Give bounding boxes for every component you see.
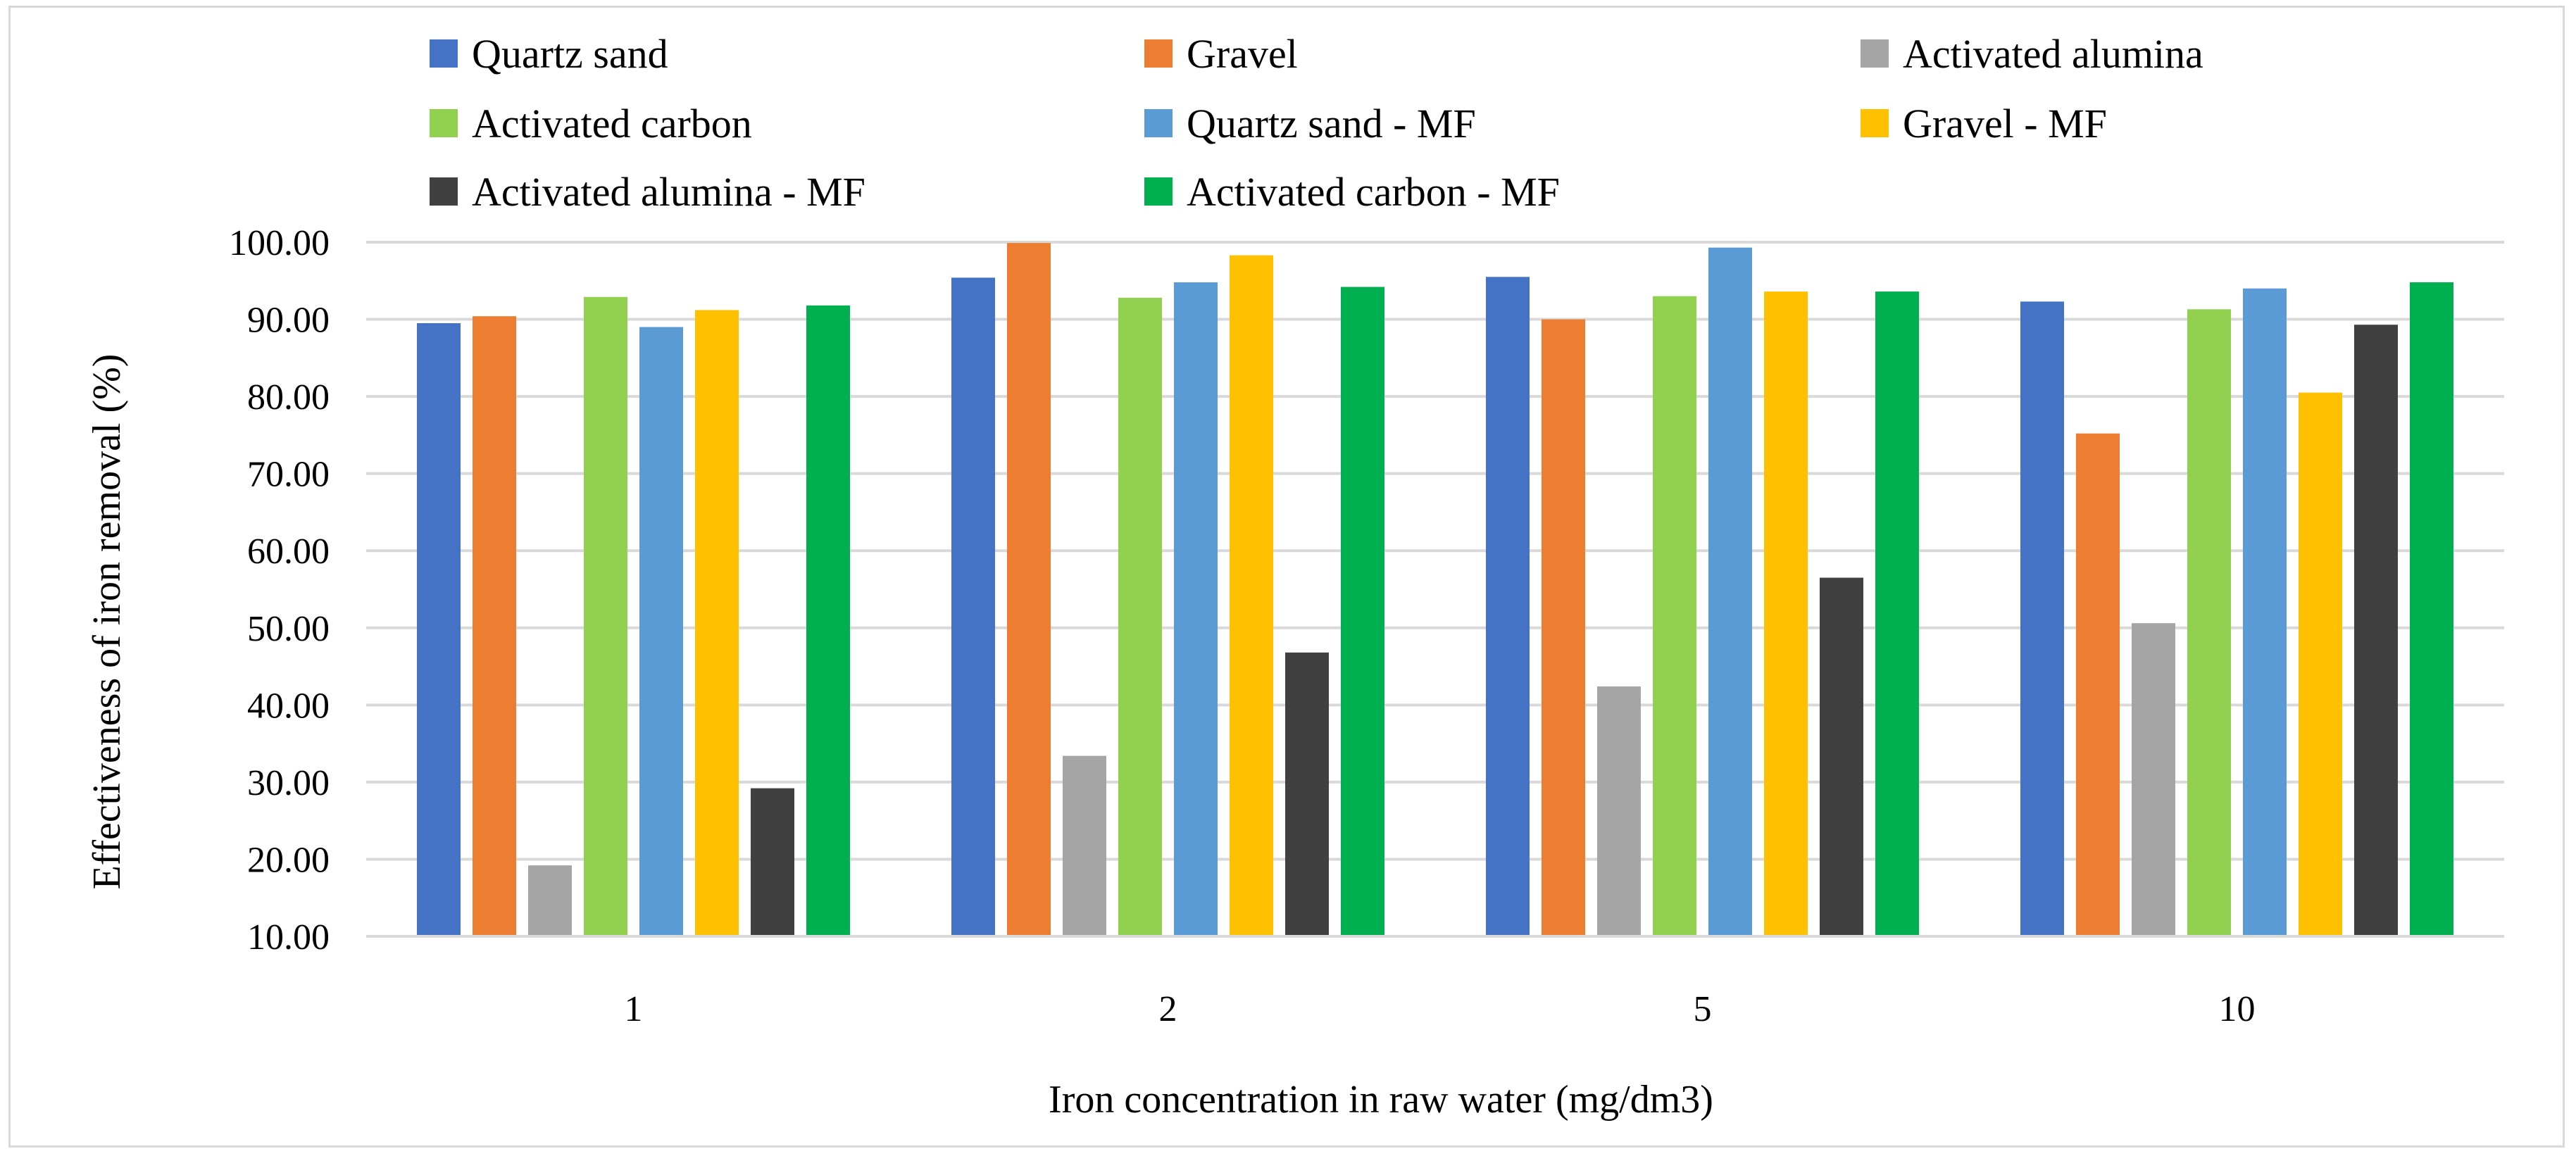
legend-item-activated-carbon-mf: Activated carbon - MF xyxy=(1144,169,1560,215)
legend-item-activated-alumina: Activated alumina xyxy=(1861,31,2203,77)
y-tick-label: 10.00 xyxy=(247,917,330,957)
bar-activated-alumina-10 xyxy=(2132,623,2175,936)
legend-swatch xyxy=(1861,39,1889,68)
legend-label: Gravel xyxy=(1187,31,1298,77)
legend-swatch xyxy=(430,109,458,137)
bar-gravel-mf-2 xyxy=(1230,255,1273,936)
y-axis-title: Effectiveness of iron removal (%) xyxy=(85,354,129,890)
legend-swatch xyxy=(1144,39,1173,68)
gridlines xyxy=(366,241,2504,861)
bar-activated-alumina-2 xyxy=(1063,755,1106,936)
y-tick-label: 50.00 xyxy=(247,609,330,649)
bar-activated-carbon-mf-2 xyxy=(1341,287,1384,936)
bar-activated-carbon-10 xyxy=(2187,309,2231,936)
bar-activated-alumina-mf-1 xyxy=(751,788,794,936)
legend-label: Activated carbon xyxy=(472,101,752,146)
bar-gravel-10 xyxy=(2076,433,2120,936)
bar-activated-carbon-1 xyxy=(584,296,627,937)
legend-item-quartz-sand-mf: Quartz sand - MF xyxy=(1144,101,1476,146)
legend-label: Activated alumina xyxy=(1903,31,2203,77)
bar-quartz-sand-10 xyxy=(2020,301,2064,936)
bar-gravel-1 xyxy=(473,316,516,936)
legend-item-activated-alumina-mf: Activated alumina - MF xyxy=(430,169,865,215)
bar-activated-carbon-mf-10 xyxy=(2410,282,2453,937)
x-axis-ticks: 1 2 5 10 xyxy=(625,989,2256,1029)
legend: Quartz sand Gravel Activated alumina Activa… xyxy=(430,31,2203,215)
bar-quartz-sand-mf-10 xyxy=(2243,288,2287,936)
legend-swatch xyxy=(1861,109,1889,137)
legend-item-gravel: Gravel xyxy=(1144,31,1298,77)
bar-activated-alumina-mf-10 xyxy=(2354,325,2398,936)
bar-quartz-sand-1 xyxy=(417,323,461,936)
bar-quartz-sand-mf-5 xyxy=(1708,247,1752,936)
bar-activated-alumina-mf-5 xyxy=(1820,577,1863,936)
y-tick-label: 70.00 xyxy=(247,455,330,495)
x-tick-label: 1 xyxy=(625,989,643,1029)
y-tick-label: 60.00 xyxy=(247,532,330,572)
bar-activated-alumina-5 xyxy=(1597,686,1641,936)
y-tick-label: 20.00 xyxy=(247,840,330,880)
bar-activated-carbon-mf-1 xyxy=(806,305,850,936)
legend-label: Activated carbon - MF xyxy=(1187,169,1560,215)
bars xyxy=(417,243,2453,937)
bar-quartz-sand-mf-2 xyxy=(1174,282,1218,937)
legend-label: Quartz sand xyxy=(472,31,668,77)
bar-quartz-sand-5 xyxy=(1486,277,1530,936)
legend-swatch xyxy=(430,39,458,68)
bar-gravel-2 xyxy=(1007,243,1051,936)
legend-swatch xyxy=(1144,177,1173,206)
y-tick-label: 30.00 xyxy=(247,763,330,803)
bar-gravel-mf-1 xyxy=(695,310,739,936)
x-axis-title: Iron concentration in raw water (mg/dm3) xyxy=(1049,1078,1713,1122)
legend-item-quartz-sand: Quartz sand xyxy=(430,31,668,77)
bar-quartz-sand-mf-1 xyxy=(639,327,683,936)
bar-activated-carbon-2 xyxy=(1118,297,1162,936)
x-tick-label: 5 xyxy=(1694,989,1712,1029)
x-tick-label: 2 xyxy=(1159,989,1177,1029)
bar-gravel-mf-5 xyxy=(1764,291,1808,936)
y-tick-label: 80.00 xyxy=(247,377,330,417)
bar-activated-alumina-1 xyxy=(528,865,572,936)
legend-swatch xyxy=(430,177,458,206)
legend-item-activated-carbon: Activated carbon xyxy=(430,101,752,146)
bar-activated-carbon-5 xyxy=(1653,296,1696,936)
bar-activated-alumina-mf-2 xyxy=(1285,652,1329,936)
y-axis-ticks: 10.00 20.00 30.00 40.00 50.00 60.00 70.00 80.00… xyxy=(229,223,330,957)
legend-label: Quartz sand - MF xyxy=(1187,101,1476,146)
bar-gravel-mf-10 xyxy=(2299,392,2342,936)
bar-quartz-sand-2 xyxy=(951,277,995,936)
bar-gravel-5 xyxy=(1542,319,1585,936)
legend-label: Activated alumina - MF xyxy=(472,169,865,215)
y-tick-label: 90.00 xyxy=(247,301,330,341)
bar-activated-carbon-mf-5 xyxy=(1875,291,1919,936)
legend-label: Gravel - MF xyxy=(1903,101,2107,146)
x-tick-label: 10 xyxy=(2219,989,2256,1029)
legend-item-gravel-mf: Gravel - MF xyxy=(1861,101,2107,146)
legend-swatch xyxy=(1144,109,1173,137)
y-tick-label: 100.00 xyxy=(229,223,330,263)
y-tick-label: 40.00 xyxy=(247,686,330,726)
